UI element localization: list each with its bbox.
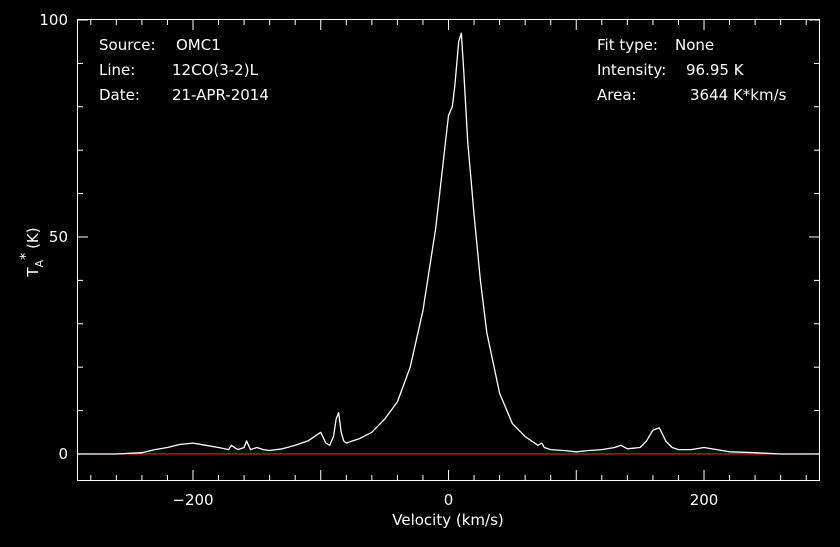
spectrum-line	[78, 32, 819, 455]
x-tick-label: 200	[690, 491, 719, 509]
date-value: 21-APR-2014	[172, 86, 269, 104]
series-layer	[78, 32, 819, 455]
source-label: Source:	[99, 36, 156, 54]
svg-text:TA*(K): TA* (K)	[18, 227, 46, 277]
fit-type-label: Fit type:	[597, 36, 658, 54]
plot-frame	[77, 19, 820, 481]
y-tick-label: 100	[39, 11, 68, 29]
y-axis-label-sup: *	[18, 253, 34, 260]
intensity-value: 96.95 K	[686, 61, 745, 79]
x-tick-label: 0	[444, 491, 454, 509]
y-axis-label-main: T	[24, 267, 42, 278]
y-axis-label-sub: A	[33, 259, 46, 267]
y-tick-label: 50	[49, 228, 68, 246]
date-label: Date:	[99, 86, 140, 104]
source-value: OMC1	[176, 36, 221, 54]
fit-type-value: None	[675, 36, 714, 54]
line-label: Line:	[99, 61, 135, 79]
intensity-label: Intensity:	[597, 61, 666, 79]
y-axis-label: TA* (K)	[18, 227, 46, 277]
area-label: Area:	[597, 86, 637, 104]
x-axis-label: Velocity (km/s)	[392, 511, 503, 529]
area-value: 3644 K*km/s	[690, 86, 787, 104]
x-tick-label: −200	[172, 491, 213, 509]
line-value: 12CO(3-2)L	[172, 61, 259, 79]
y-axis-label-unit: (K)	[24, 227, 42, 249]
y-tick-label: 0	[58, 445, 68, 463]
axis-ticks: −200 0 200 0 50 100	[39, 11, 819, 509]
